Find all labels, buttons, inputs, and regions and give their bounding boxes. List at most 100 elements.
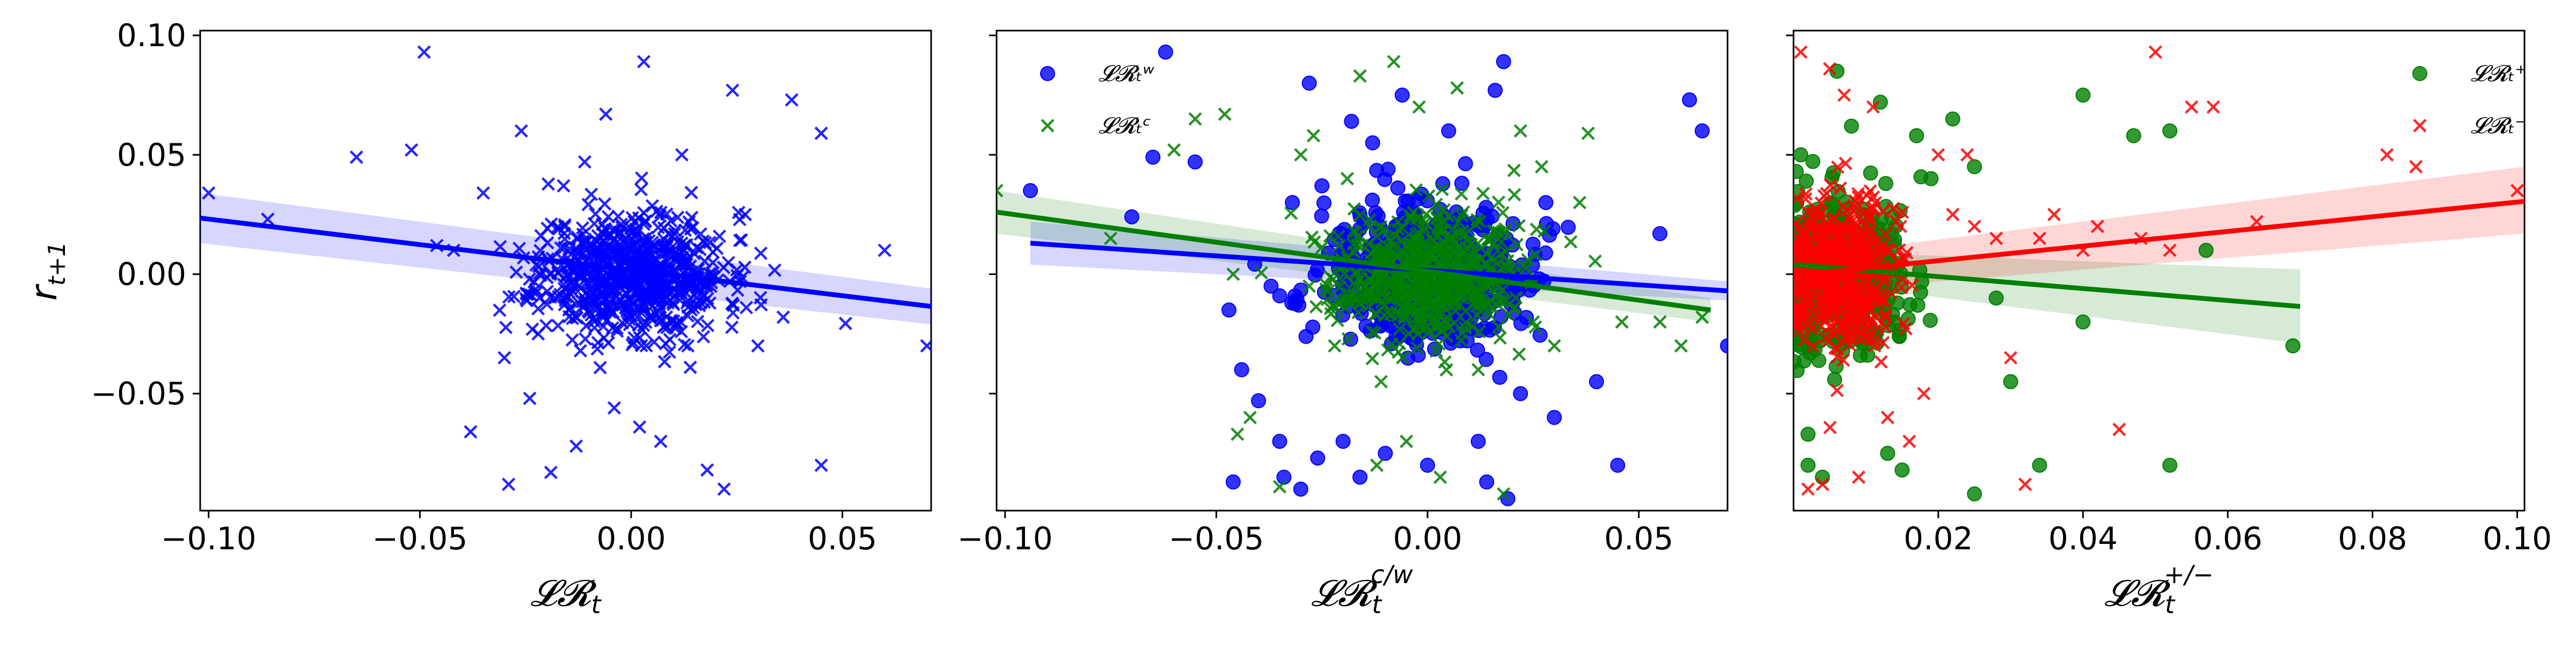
scatter-point <box>1378 290 1392 304</box>
scatter-point <box>1369 240 1383 255</box>
scatter-point <box>1854 332 1868 346</box>
scatter-point <box>629 243 643 257</box>
scatter-point <box>1814 196 1828 210</box>
scatter-point <box>1812 245 1826 259</box>
scatter-series-0-0 <box>202 45 931 496</box>
scatter-point <box>599 107 613 121</box>
scatter-point <box>702 235 717 250</box>
scatter-point <box>1836 353 1850 367</box>
scatter-point <box>1674 339 1688 353</box>
scatter-point <box>1287 296 1303 311</box>
scatter-point <box>1801 292 1814 306</box>
scatter-point <box>1251 393 1267 409</box>
scatter-point <box>1827 278 1841 292</box>
scatter-point <box>1960 148 1974 162</box>
legend-label: 𝓛𝓡ₜʷ <box>1099 60 1154 86</box>
scatter-point <box>613 299 627 313</box>
scatter-point <box>1437 252 1451 267</box>
x-tick-label: 0.05 <box>808 520 877 557</box>
scatter-point <box>1372 271 1386 286</box>
scatter-point <box>570 269 585 283</box>
scatter-point <box>1794 290 1804 304</box>
scatter-point <box>586 293 600 307</box>
scatter-point <box>1400 434 1414 448</box>
panel-left-x-axis-label: 𝓛𝓡t <box>531 572 602 619</box>
scatter-point <box>675 148 689 162</box>
scatter-point <box>1532 328 1548 343</box>
scatter-point <box>1145 149 1161 165</box>
scatter-point <box>1878 176 1893 191</box>
scatter-point <box>1465 319 1479 333</box>
scatter-point <box>1513 124 1527 138</box>
panel-middle-x-axis-label: 𝓛𝓡tc/w <box>1311 560 1413 619</box>
scatter-point <box>586 312 599 326</box>
scatter-point <box>1167 143 1181 157</box>
scatter-point <box>1890 295 1905 311</box>
scatter-point <box>628 222 643 236</box>
scatter-point <box>1293 482 1308 497</box>
scatter-point <box>1332 239 1346 253</box>
scatter-point <box>1335 434 1351 449</box>
scatter-point <box>703 296 717 310</box>
scatter-point <box>1337 267 1351 281</box>
scatter-point <box>1794 339 1809 354</box>
scatter-point <box>1839 156 1853 170</box>
scatter-point <box>1319 282 1333 296</box>
scatter-point <box>591 336 605 350</box>
scatter-point <box>493 239 507 253</box>
scatter-point <box>1794 147 1809 163</box>
scatter-point <box>1876 273 1890 287</box>
scatter-point <box>1810 309 1824 323</box>
scatter-point <box>1409 183 1423 197</box>
scatter-point <box>1842 331 1856 346</box>
scatter-point <box>1441 209 1455 223</box>
scatter-point <box>740 301 753 315</box>
scatter-point <box>1412 100 1426 114</box>
scatter-point <box>1819 330 1833 344</box>
scatter-point <box>1368 307 1382 321</box>
scatter-point <box>541 177 555 191</box>
y-tick-label: 0.00 <box>117 256 186 293</box>
scatter-point <box>1874 355 1888 369</box>
scatter-point <box>1306 129 1321 143</box>
scatter-point <box>1380 306 1394 319</box>
scatter-point <box>1384 273 1398 287</box>
scatter-point <box>726 306 740 320</box>
scatter-point <box>575 221 590 235</box>
scatter-point <box>1397 193 1413 209</box>
scatter-point <box>1365 135 1380 150</box>
scatter-point <box>2003 351 2018 365</box>
regression-line-1-0 <box>1030 241 1728 294</box>
scatter-point <box>617 236 631 250</box>
scatter-point <box>1315 241 1329 255</box>
panel-middle-x-label-sub: t <box>1372 590 1382 619</box>
scatter-point <box>586 268 599 282</box>
scatter-point <box>668 321 683 336</box>
scatter-point <box>733 234 747 248</box>
scatter-point <box>1491 195 1505 209</box>
scatter-point <box>1806 217 1820 231</box>
scatter-point <box>551 318 565 332</box>
scatter-point <box>1798 173 1814 189</box>
scatter-point <box>1496 54 1511 69</box>
legend-marker <box>2413 119 2427 133</box>
panel-middle-x-label-main: 𝓛𝓡 <box>1311 572 1378 615</box>
scatter-point <box>1341 332 1355 346</box>
scatter-point <box>633 420 647 434</box>
scatter-point <box>1828 341 1842 355</box>
scatter-point <box>1899 322 1913 336</box>
scatter-point <box>1572 195 1587 209</box>
scatter-point <box>1538 195 1554 210</box>
scatter-point <box>1872 94 1888 110</box>
scatter-point <box>634 338 648 353</box>
scatter-point <box>1682 92 1697 107</box>
scatter-point <box>2380 148 2394 162</box>
scatter-point <box>1407 238 1421 252</box>
scatter-point <box>681 309 695 323</box>
scatter-point <box>1470 213 1484 227</box>
scatter-point <box>523 391 537 405</box>
scatter-point <box>476 186 491 200</box>
y-tick-label: 0.10 <box>117 17 186 54</box>
scatter-point <box>814 126 828 140</box>
scatter-point <box>1272 434 1287 449</box>
